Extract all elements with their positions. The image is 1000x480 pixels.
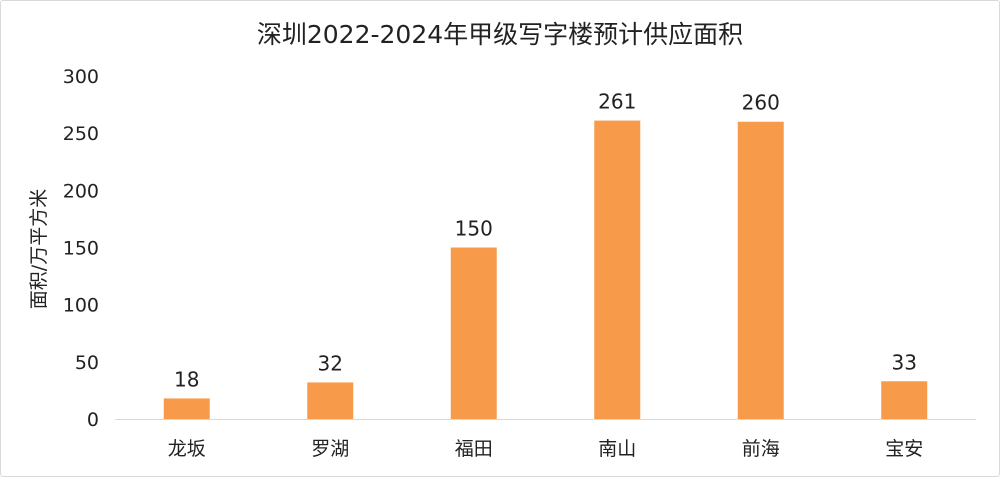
y-tick-label: 300 bbox=[63, 66, 99, 88]
x-category-label: 龙坂 bbox=[168, 438, 206, 460]
bars bbox=[163, 120, 928, 419]
chart-title: 深圳2022-2024年甲级写字楼预计供应面积 bbox=[257, 20, 743, 49]
data-label: 261 bbox=[598, 90, 636, 114]
x-axis-categories: 龙坂 罗湖 福田 南山 前海 宝安 bbox=[168, 438, 924, 460]
y-tick-label: 50 bbox=[75, 352, 99, 374]
x-category-label: 南山 bbox=[598, 438, 636, 460]
data-label: 150 bbox=[455, 217, 493, 241]
bar bbox=[594, 120, 641, 419]
data-label: 32 bbox=[318, 351, 343, 375]
bar bbox=[450, 247, 497, 419]
y-axis-label: 面积/万平方米 bbox=[28, 189, 50, 309]
x-category-label: 前海 bbox=[742, 438, 780, 460]
bar bbox=[163, 398, 210, 419]
data-labels: 18 32 150 261 260 33 bbox=[174, 90, 917, 392]
x-category-label: 福田 bbox=[455, 438, 493, 460]
y-tick-label: 0 bbox=[87, 409, 99, 431]
bar bbox=[881, 381, 928, 419]
y-tick-label: 200 bbox=[63, 180, 99, 202]
x-category-label: 罗湖 bbox=[311, 438, 349, 460]
y-tick-label: 100 bbox=[63, 295, 99, 317]
y-tick-label: 150 bbox=[63, 238, 99, 260]
x-category-label: 宝安 bbox=[885, 438, 923, 460]
data-label: 33 bbox=[892, 350, 917, 374]
bar bbox=[737, 121, 784, 419]
bar bbox=[307, 382, 354, 419]
y-axis-ticks: 0 50 100 150 200 250 300 bbox=[63, 66, 99, 431]
data-label: 260 bbox=[742, 91, 780, 115]
y-tick-label: 250 bbox=[63, 123, 99, 145]
data-label: 18 bbox=[174, 367, 199, 391]
